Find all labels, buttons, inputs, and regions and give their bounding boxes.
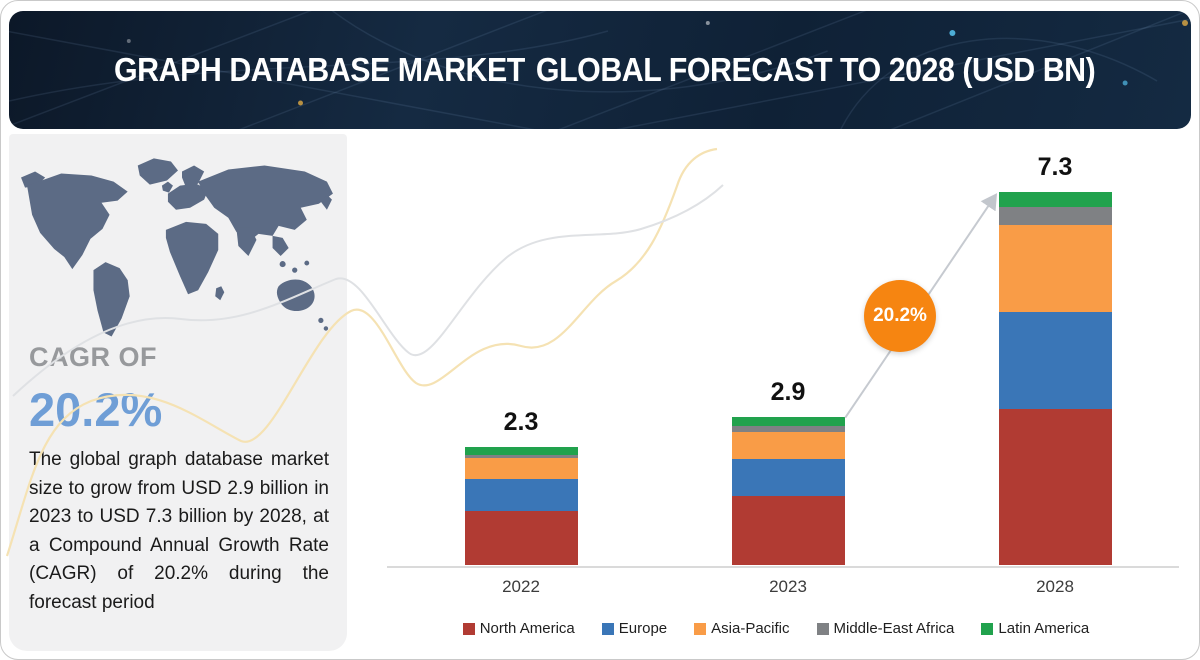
- legend-swatch-europe: [601, 622, 614, 635]
- segment-europe-2028: [998, 312, 1112, 410]
- segment-north-america-2023: [731, 496, 845, 565]
- legend-label-latin-america: Latin America: [998, 620, 1090, 637]
- segment-latin-america-2022: [464, 447, 578, 455]
- network-decoration-graphic: [9, 11, 1191, 129]
- x-axis-label-2023: 2023: [769, 577, 807, 596]
- x-axis-label-2022: 2022: [502, 577, 540, 596]
- bar-2028[interactable]: [998, 191, 1112, 565]
- legend-item-north-america: North America: [462, 620, 575, 637]
- segment-asia-pacific-2023: [731, 432, 845, 460]
- legend-item-asia-pacific: Asia-Pacific: [694, 620, 790, 637]
- bar-2022[interactable]: [464, 447, 578, 565]
- legend-label-north-america: North America: [479, 620, 575, 637]
- header-banner: GRAPH DATABASE MARKET GLOBAL FORECAST TO …: [9, 11, 1191, 129]
- title-market-name: GRAPH DATABASE MARKET: [114, 51, 525, 88]
- growth-badge-value: 20.2%: [873, 305, 927, 326]
- growth-badge: 20.2%: [864, 280, 936, 352]
- bar-2023[interactable]: [731, 416, 845, 565]
- segment-north-america-2028: [998, 409, 1112, 565]
- legend-item-latin-america: Latin America: [981, 620, 1089, 637]
- legend-swatch-latin-america: [981, 622, 994, 635]
- x-axis-label-2028: 2028: [1036, 577, 1074, 596]
- legend-label-middle-east-africa: Middle-East Africa: [833, 620, 955, 637]
- legend-label-europe: Europe: [618, 620, 668, 637]
- segment-latin-america-2028: [998, 191, 1112, 208]
- segment-middle-east-africa-2023: [731, 426, 845, 433]
- segment-europe-2023: [731, 459, 845, 496]
- legend-swatch-middle-east-africa: [816, 622, 829, 635]
- segment-middle-east-africa-2028: [998, 207, 1112, 226]
- total-label-2022: 2.3: [503, 408, 539, 437]
- legend-item-europe: Europe: [601, 620, 668, 637]
- page-title: GRAPH DATABASE MARKET GLOBAL FORECAST TO …: [114, 51, 1096, 89]
- total-label-2028: 7.3: [1037, 152, 1073, 181]
- legend: North America Europe Asia-Pacific Middle-Ea…: [381, 620, 1171, 637]
- legend-swatch-north-america: [462, 622, 475, 635]
- total-label-2023: 2.9: [770, 377, 806, 406]
- segment-north-america-2022: [464, 510, 578, 565]
- title-forecast: GLOBAL FORECAST TO 2028 (USD BN): [535, 51, 1096, 88]
- legend-swatch-asia-pacific: [694, 622, 707, 635]
- legend-label-asia-pacific: Asia-Pacific: [711, 620, 790, 637]
- segment-asia-pacific-2022: [464, 457, 578, 479]
- legend-item-middle-east-africa: Middle-East Africa: [816, 620, 955, 637]
- segment-europe-2022: [464, 478, 578, 511]
- x-axis-line: [387, 566, 1179, 568]
- segment-asia-pacific-2028: [998, 225, 1112, 313]
- segment-latin-america-2023: [731, 416, 845, 427]
